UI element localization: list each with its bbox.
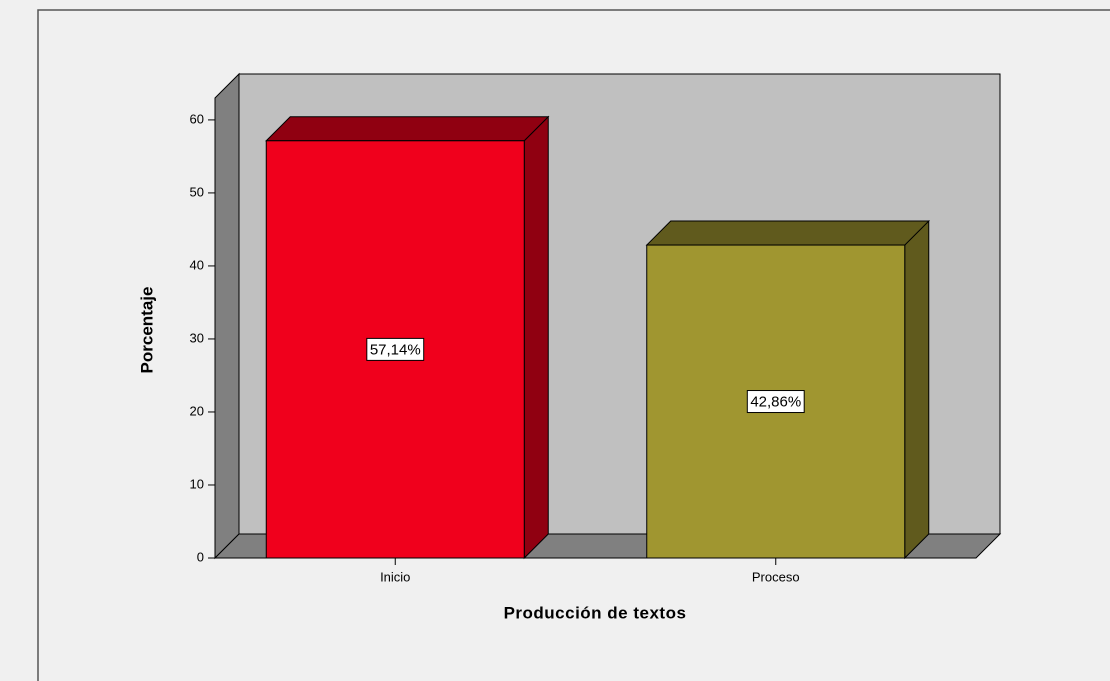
y-tick-label: 20: [190, 403, 204, 418]
bar-side: [904, 219, 930, 560]
y-tick-label: 10: [190, 476, 204, 491]
y-tick-label: 60: [190, 111, 204, 126]
bar-top: [265, 116, 550, 142]
y-tick-label: 30: [190, 330, 204, 345]
value-label-box: [366, 337, 425, 361]
x-tick-label: Proceso: [752, 569, 800, 584]
value-label-box: [746, 390, 805, 414]
bar-side: [523, 115, 549, 560]
value-label: 57,14%: [370, 341, 421, 358]
y-axis-label: Porcentaje: [137, 287, 156, 374]
value-label: 42,86%: [750, 393, 801, 410]
bar-top: [645, 220, 930, 246]
y-tick-label: 50: [190, 184, 204, 199]
y-tick-label: 0: [197, 549, 204, 564]
x-tick-label: Inicio: [380, 569, 410, 584]
left-wall: [214, 72, 240, 560]
x-axis-label: Producción de textos: [504, 603, 687, 622]
y-tick-label: 40: [190, 257, 204, 272]
